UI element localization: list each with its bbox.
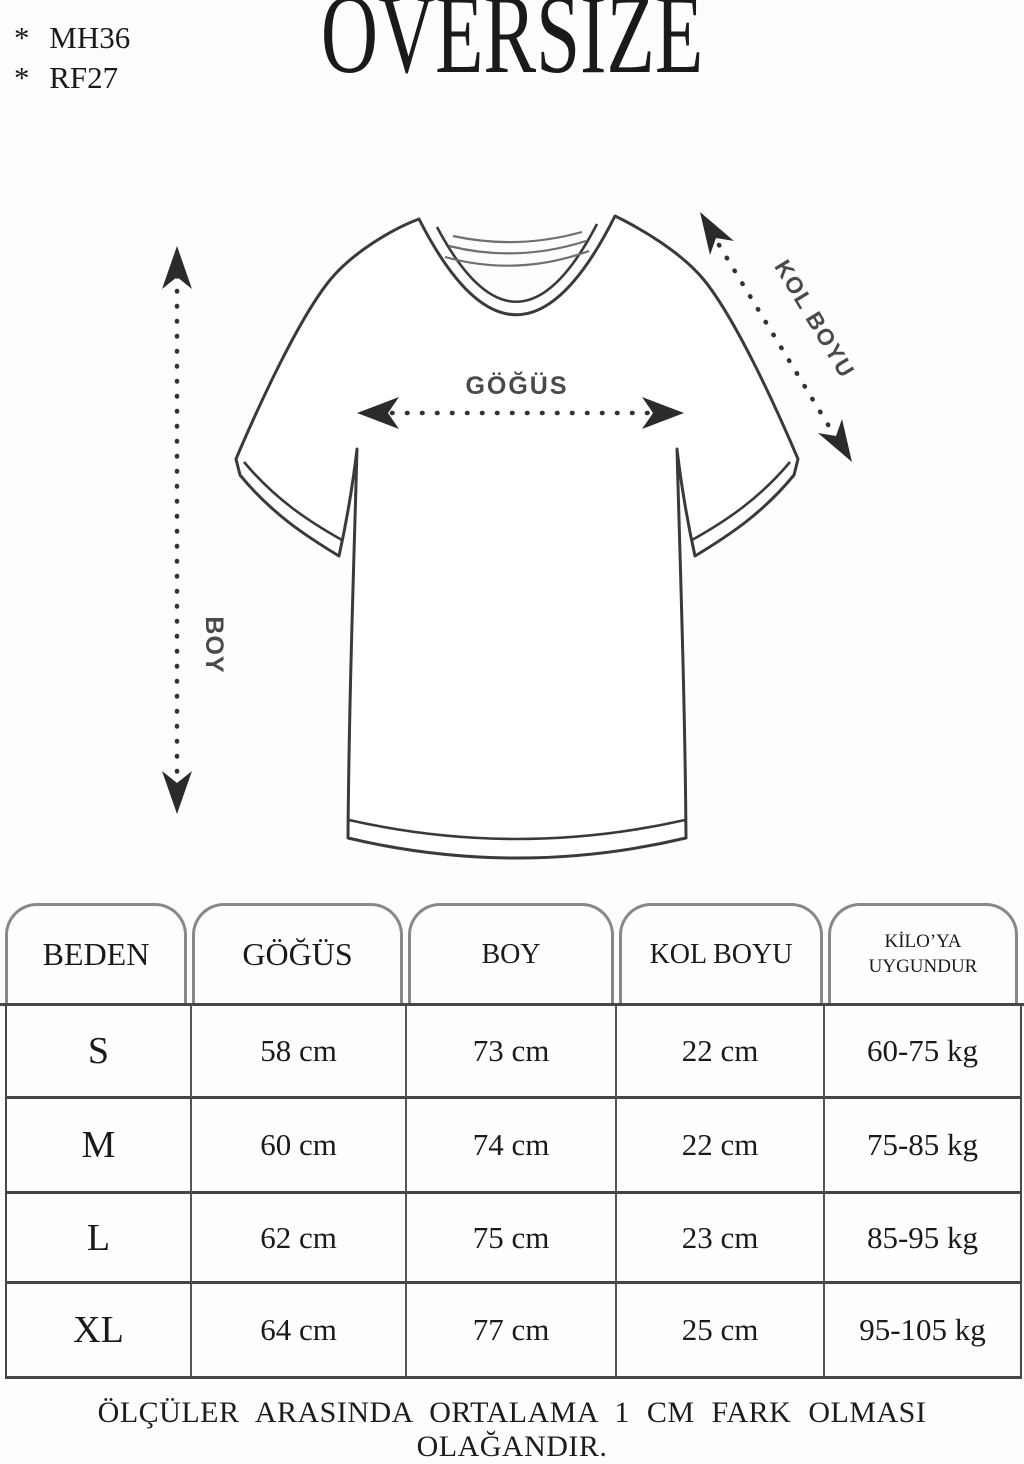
table-cell-size: L [7,1194,192,1284]
table-cell: 77 cm [407,1284,617,1376]
chest-arrow: GÖĞÜS [357,371,684,429]
table-cell: 58 cm [192,1006,407,1099]
arrowhead-down [162,771,192,814]
table-cell: 74 cm [407,1099,617,1194]
sleeve-dotted-line [716,242,833,431]
table-cell: 60-75 kg [825,1006,1020,1099]
hem-seam [348,818,686,841]
arrowhead-left [357,397,399,429]
page-title: OVERSİZE [320,0,704,97]
arrowhead-up-left [700,212,734,255]
table-cell: 95-105 kg [825,1284,1020,1376]
table-cell: 22 cm [617,1099,825,1194]
column-header-gogus: GÖĞÜS [192,903,403,1003]
column-header-label: KOL BOYU [649,938,793,970]
table-cell: 22 cm [617,1006,825,1099]
table-cell: 73 cm [407,1006,617,1099]
column-header-kol-boyu: KOL BOYU [619,903,823,1003]
column-header-label: GÖĞÜS [242,936,353,972]
collar-rib [444,249,590,267]
column-header-beden: BEDEN [5,903,187,1003]
column-header-label: BEDEN [42,936,150,972]
size-table-body: S 58 cm 73 cm 22 cm 60-75 kg M 60 cm 74 … [5,1006,1022,1379]
column-header-label: BOY [481,938,541,970]
left-cuff-seam [243,461,343,542]
arrowhead-down-right [818,419,852,462]
table-cell-size: XL [7,1284,192,1376]
collar-rib [452,230,583,244]
chest-measure-label: GÖĞÜS [465,371,568,400]
table-cell-size: S [7,1006,192,1099]
tshirt-graphic [234,214,800,860]
product-code-line: * RF27 [14,60,119,95]
tshirt-outline [234,214,800,860]
column-header-label: KİLO’YA UYGUNDUR [868,930,978,977]
column-header-kilo: KİLO’YA UYGUNDUR [828,903,1018,1003]
table-cell: 85-95 kg [825,1194,1020,1284]
tshirt-measurement-diagram: BOY GÖĞÜS KOL BOYU [162,212,860,860]
table-cell: 62 cm [192,1194,407,1284]
sleeve-measure-label: KOL BOYU [769,255,860,382]
header-divider-line [0,1003,1024,1006]
size-table: BEDEN GÖĞÜS BOY KOL BOYU KİLO’YA UYGUNDU… [0,903,1024,1379]
table-cell: 75 cm [407,1194,617,1284]
length-arrow: BOY [162,246,228,814]
table-cell: 25 cm [617,1284,825,1376]
product-code-line: * MH36 [14,20,131,55]
table-cell: 23 cm [617,1194,825,1284]
column-header-boy: BOY [408,903,614,1003]
footer-note: ÖLÇÜLER ARASINDA ORTALAMA 1 CM FARK OLMA… [97,1396,927,1463]
arrowhead-up [162,246,192,289]
arrowhead-right [642,397,684,429]
collar-rib [448,239,587,255]
right-cuff-seam [691,461,791,542]
length-measure-label: BOY [200,616,228,673]
size-table-header: BEDEN GÖĞÜS BOY KOL BOYU KİLO’YA UYGUNDU… [5,903,1018,1003]
table-cell: 64 cm [192,1284,407,1376]
table-cell: 75-85 kg [825,1099,1020,1194]
table-cell-size: M [7,1099,192,1194]
product-codes: * MH36 * RF27 [14,18,130,98]
table-cell: 60 cm [192,1099,407,1194]
